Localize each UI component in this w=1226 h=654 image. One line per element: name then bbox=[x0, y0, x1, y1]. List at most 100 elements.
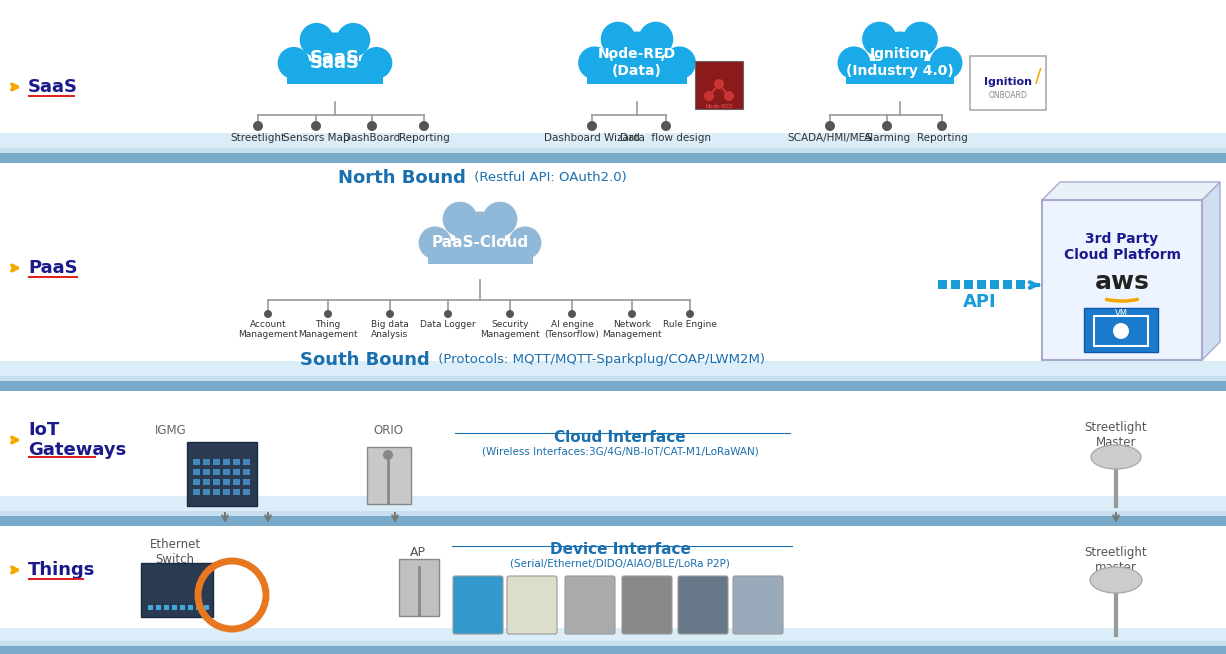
Text: Account
Management: Account Management bbox=[238, 320, 298, 339]
Text: VM: VM bbox=[1114, 309, 1128, 317]
Text: Data  flow design: Data flow design bbox=[620, 133, 711, 143]
Bar bbox=[938, 280, 946, 289]
Circle shape bbox=[311, 33, 359, 80]
Text: Reporting: Reporting bbox=[917, 133, 967, 143]
Circle shape bbox=[714, 79, 725, 89]
Bar bbox=[213, 469, 219, 475]
Bar bbox=[204, 489, 210, 495]
Bar bbox=[1016, 280, 1025, 289]
Text: Rule Engine: Rule Engine bbox=[663, 320, 717, 329]
Text: Device Interface: Device Interface bbox=[549, 543, 690, 557]
Bar bbox=[213, 459, 219, 465]
Bar bbox=[204, 469, 210, 475]
Circle shape bbox=[419, 121, 429, 131]
Bar bbox=[196, 605, 201, 610]
Circle shape bbox=[612, 31, 662, 81]
Circle shape bbox=[687, 310, 694, 318]
Circle shape bbox=[628, 310, 636, 318]
Bar bbox=[192, 459, 200, 465]
Text: IGMG: IGMG bbox=[156, 424, 186, 436]
Circle shape bbox=[299, 23, 333, 57]
Circle shape bbox=[509, 226, 542, 259]
FancyBboxPatch shape bbox=[508, 576, 557, 634]
Bar bbox=[428, 241, 532, 264]
Bar bbox=[0, 496, 1226, 511]
Circle shape bbox=[386, 310, 394, 318]
Bar bbox=[204, 605, 208, 610]
Circle shape bbox=[443, 201, 477, 237]
Bar bbox=[0, 638, 1226, 654]
Circle shape bbox=[663, 46, 696, 79]
Bar bbox=[0, 371, 1226, 391]
Text: AP: AP bbox=[409, 545, 425, 559]
Bar bbox=[0, 516, 1226, 526]
Text: Ignition
(Industry 4.0): Ignition (Industry 4.0) bbox=[846, 48, 954, 78]
Text: Security
Management: Security Management bbox=[481, 320, 539, 339]
FancyBboxPatch shape bbox=[1094, 316, 1148, 346]
Circle shape bbox=[367, 121, 378, 131]
FancyBboxPatch shape bbox=[1084, 308, 1159, 352]
Bar bbox=[587, 61, 687, 84]
FancyBboxPatch shape bbox=[398, 559, 439, 616]
Bar bbox=[223, 459, 230, 465]
Bar bbox=[233, 489, 240, 495]
Bar bbox=[28, 275, 78, 278]
Text: (Protocols: MQTT/MQTT-Sparkplug/COAP/LWM2M): (Protocols: MQTT/MQTT-Sparkplug/COAP/LWM… bbox=[434, 354, 765, 366]
Bar bbox=[28, 577, 85, 580]
Circle shape bbox=[704, 91, 714, 101]
Bar bbox=[977, 280, 986, 289]
Bar bbox=[213, 489, 219, 495]
FancyBboxPatch shape bbox=[452, 576, 503, 634]
FancyBboxPatch shape bbox=[141, 563, 213, 617]
Circle shape bbox=[383, 450, 394, 460]
Text: API: API bbox=[964, 293, 997, 311]
Text: DashBoard: DashBoard bbox=[343, 133, 401, 143]
Text: North Bound: North Bound bbox=[338, 169, 466, 187]
Circle shape bbox=[506, 310, 514, 318]
Text: Sensors Map: Sensors Map bbox=[283, 133, 349, 143]
FancyBboxPatch shape bbox=[733, 576, 783, 634]
Circle shape bbox=[455, 211, 505, 261]
Circle shape bbox=[875, 31, 924, 81]
Text: PaaS: PaaS bbox=[28, 259, 77, 277]
Bar bbox=[0, 133, 1226, 148]
Circle shape bbox=[360, 47, 392, 79]
Text: SaaS: SaaS bbox=[28, 78, 78, 96]
Bar bbox=[204, 459, 210, 465]
Circle shape bbox=[311, 121, 321, 131]
FancyBboxPatch shape bbox=[678, 576, 728, 634]
Bar bbox=[964, 280, 973, 289]
Bar bbox=[223, 489, 230, 495]
Bar bbox=[243, 479, 250, 485]
Text: Node-RED: Node-RED bbox=[705, 105, 733, 109]
Text: Streetlight
Master: Streetlight Master bbox=[1085, 421, 1148, 449]
Text: /: / bbox=[1035, 67, 1041, 86]
Text: Ignition: Ignition bbox=[984, 77, 1032, 87]
Text: Things: Things bbox=[28, 561, 96, 579]
Text: ORIO: ORIO bbox=[373, 424, 403, 436]
Text: Thing
Management: Thing Management bbox=[298, 320, 358, 339]
Circle shape bbox=[862, 22, 897, 56]
Circle shape bbox=[324, 310, 332, 318]
FancyBboxPatch shape bbox=[565, 576, 615, 634]
Bar bbox=[188, 605, 192, 610]
Circle shape bbox=[264, 310, 272, 318]
Bar bbox=[287, 61, 384, 84]
Bar bbox=[148, 605, 153, 610]
Bar bbox=[243, 459, 250, 465]
Bar bbox=[0, 381, 1226, 391]
Bar bbox=[223, 469, 230, 475]
Bar bbox=[0, 646, 1226, 654]
Text: 3rd Party
Cloud Platform: 3rd Party Cloud Platform bbox=[1063, 232, 1181, 262]
Circle shape bbox=[825, 121, 835, 131]
Bar bbox=[28, 455, 96, 458]
Circle shape bbox=[937, 121, 946, 131]
Text: aws: aws bbox=[1095, 270, 1150, 294]
Ellipse shape bbox=[1090, 567, 1141, 593]
FancyBboxPatch shape bbox=[367, 447, 411, 504]
Bar bbox=[213, 479, 219, 485]
Text: SaaS: SaaS bbox=[310, 49, 360, 67]
Text: (Serial/Ethernet/DIDO/AIAO/BLE/LoRa P2P): (Serial/Ethernet/DIDO/AIAO/BLE/LoRa P2P) bbox=[510, 559, 729, 569]
Polygon shape bbox=[1042, 182, 1220, 200]
Circle shape bbox=[929, 46, 962, 79]
